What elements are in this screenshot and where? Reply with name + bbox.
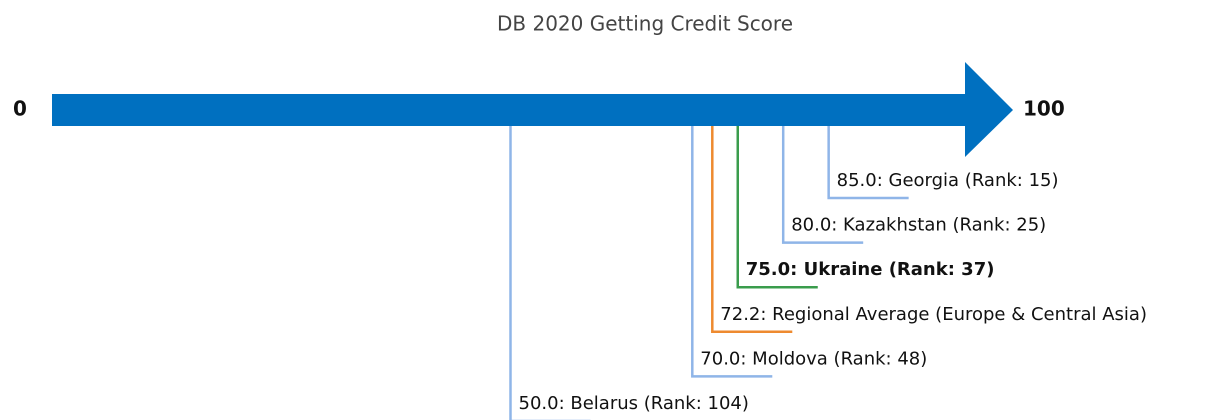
leader-line [711,126,793,334]
leader-line [509,126,591,420]
leader-line [691,126,773,378]
leader-line [781,126,864,244]
value-label: 85.0: Georgia (Rank: 15) [837,170,1059,191]
value-label: 70.0: Moldova (Rank: 48) [700,348,927,369]
axis-arrow [52,62,1013,157]
leader-line [736,126,818,289]
chart-title: DB 2020 Getting Credit Score [497,12,793,36]
x-tick-label: 0 [13,97,27,121]
value-label: 80.0: Kazakhstan (Rank: 25) [791,215,1046,236]
value-label: 50.0: Belarus (Rank: 104) [519,393,749,414]
x-tick-label: 100 [1023,97,1065,121]
value-label: 75.0: Ukraine (Rank: 37) [746,259,995,280]
value-label: 72.2: Regional Average (Europe & Central… [720,304,1147,325]
leader-line [827,126,909,200]
